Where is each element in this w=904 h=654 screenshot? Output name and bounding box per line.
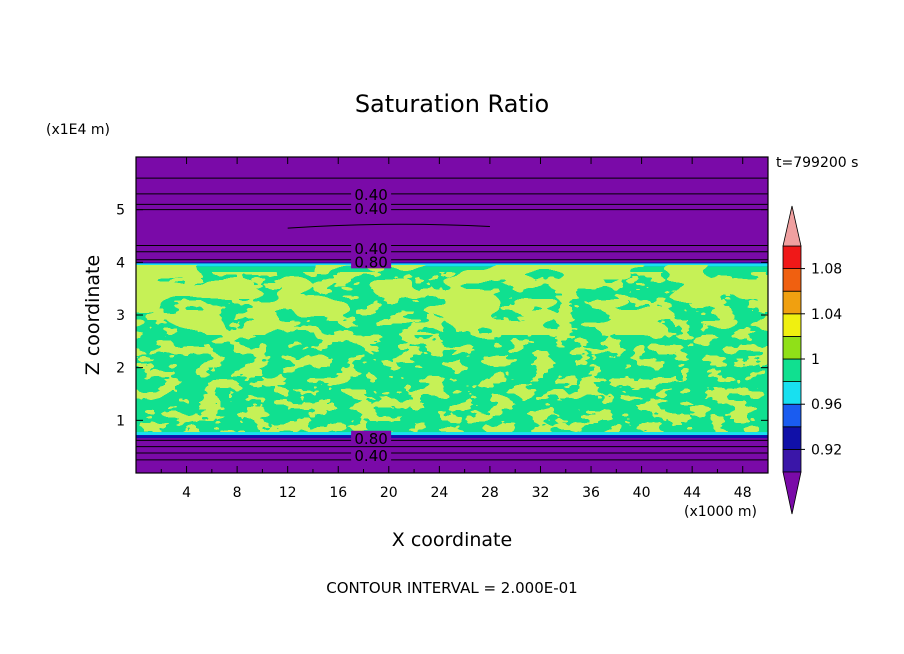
contour-line-5 — [136, 250, 768, 253]
x-tick-label: 36 — [582, 485, 600, 501]
contour-label-bg-0 — [351, 186, 392, 201]
colorbar-segment — [782, 426, 802, 450]
colorbar-segment — [782, 313, 802, 337]
x-tick-label: 4 — [182, 485, 191, 501]
contour-closed-line — [287, 223, 490, 229]
contour-interval-note: CONTOUR INTERVAL = 2.000E-01 — [326, 579, 577, 597]
colorbar: 0.92 0.96 1 1.04 1.08 — [782, 205, 842, 515]
lower-edge-strip — [136, 435, 768, 439]
contour-line-10 — [136, 458, 768, 461]
contour-label: 0.40 — [354, 447, 387, 465]
x-tick-label: 44 — [683, 485, 701, 501]
y-tick-label: 2 — [116, 361, 125, 377]
contour-line-8 — [136, 445, 768, 448]
colorbar-segment — [782, 381, 802, 405]
contour-line-2 — [136, 203, 768, 206]
upper-supersaturated-patches — [136, 265, 768, 335]
contour-label-bg-4 — [351, 430, 392, 445]
region-band-2 — [136, 157, 768, 264]
x-axis-label: X coordinate — [392, 529, 512, 551]
colorbar-tick-label: 1 — [811, 352, 820, 368]
contour-label-bg-1 — [351, 201, 392, 216]
contour-line-4 — [136, 244, 768, 247]
x-tick-label: 20 — [380, 485, 398, 501]
colorbar-segment — [782, 358, 802, 383]
colorbar-segment — [782, 448, 802, 473]
x-tick-label: 40 — [633, 485, 651, 501]
contour-label-bg-2 — [351, 241, 392, 256]
x-tick-label: 8 — [233, 485, 242, 501]
contour-label: 0.80 — [354, 253, 387, 271]
y-tick-label: 1 — [116, 413, 125, 429]
colorbar-lower-triangle — [782, 471, 802, 515]
contour-line-1 — [136, 192, 768, 195]
contour-line-7 — [136, 439, 768, 442]
colorbar-tick-label: 1.04 — [811, 307, 842, 323]
x-tick-label: 16 — [329, 485, 347, 501]
contour-label: 0.80 — [354, 430, 387, 448]
plot-area: 0.400.400.400.800.800.40 — [136, 157, 768, 473]
y-tick-label: 4 — [116, 255, 125, 271]
colorbar-upper-triangle — [782, 205, 802, 247]
y-unit-label: (x1E4 m) — [46, 122, 110, 138]
y-axis-label: Z coordinate — [82, 255, 104, 375]
colorbar-segment — [782, 268, 802, 292]
contour-label-bg-5 — [351, 448, 392, 463]
colorbar-tick-label: 0.96 — [811, 397, 842, 413]
contour-label-bg-3 — [351, 254, 392, 269]
x-tick-label: 32 — [532, 485, 550, 501]
time-label: t=799200 s — [776, 155, 858, 171]
colorbar-tick-label: 0.92 — [811, 442, 842, 458]
contour-label: 0.40 — [354, 186, 387, 204]
contour-line-6 — [136, 258, 768, 261]
x-unit-label: (x1000 m) — [684, 504, 757, 520]
contour-line-9 — [136, 452, 768, 454]
y-tick-label: 5 — [116, 203, 125, 219]
colorbar-segment — [782, 403, 802, 428]
x-tick-label: 12 — [279, 485, 297, 501]
colorbar-tick-label: 1.08 — [811, 262, 842, 278]
colorbar-segment — [782, 245, 802, 270]
colorbar-segment — [782, 290, 802, 315]
contour-label: 0.40 — [354, 240, 387, 258]
contour-label: 0.40 — [354, 200, 387, 218]
region-band-0 — [136, 435, 768, 473]
lower-edge-cyan — [136, 432, 768, 436]
x-tick-label: 24 — [430, 485, 448, 501]
chart-title: Saturation Ratio — [355, 90, 549, 118]
colorbar-segment — [782, 335, 802, 360]
contour-line-3 — [136, 208, 768, 211]
x-tick-label: 28 — [481, 485, 499, 501]
upper-edge-cyan — [136, 263, 768, 267]
contour-line-0 — [136, 177, 768, 179]
y-tick-label: 3 — [116, 308, 125, 324]
x-tick-label: 48 — [734, 485, 752, 501]
